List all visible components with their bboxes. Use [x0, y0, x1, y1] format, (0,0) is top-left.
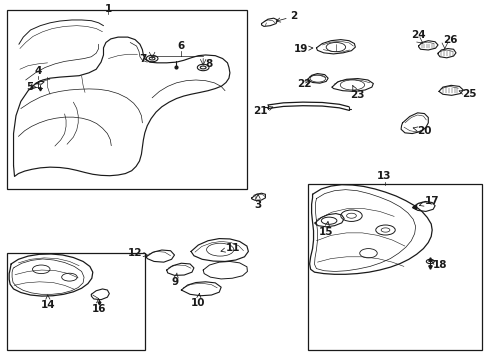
Bar: [7, 10, 246, 189]
Text: 23: 23: [349, 86, 364, 100]
Text: 7: 7: [139, 54, 146, 64]
Text: 20: 20: [412, 126, 431, 136]
Text: 21: 21: [253, 106, 272, 116]
Text: 10: 10: [191, 293, 205, 308]
Text: 19: 19: [293, 44, 312, 54]
Text: 16: 16: [91, 299, 106, 314]
Text: 5: 5: [26, 82, 33, 92]
Text: 26: 26: [442, 35, 456, 45]
Text: 2: 2: [276, 12, 297, 22]
Text: 15: 15: [318, 221, 333, 237]
Text: 9: 9: [172, 273, 179, 287]
Text: 6: 6: [177, 41, 184, 51]
Text: 22: 22: [297, 78, 311, 89]
Text: 4: 4: [35, 66, 42, 76]
Text: 13: 13: [377, 171, 391, 181]
Bar: [307, 184, 481, 350]
Text: 11: 11: [221, 243, 240, 253]
Text: 1: 1: [104, 4, 112, 14]
Text: 18: 18: [429, 260, 447, 270]
Bar: [7, 253, 144, 350]
Text: 17: 17: [419, 197, 438, 206]
Text: 24: 24: [410, 30, 425, 40]
Text: 8: 8: [205, 59, 212, 68]
Text: 12: 12: [128, 248, 147, 258]
Text: 25: 25: [458, 89, 476, 99]
Text: 3: 3: [254, 194, 261, 210]
Text: 14: 14: [41, 295, 55, 310]
